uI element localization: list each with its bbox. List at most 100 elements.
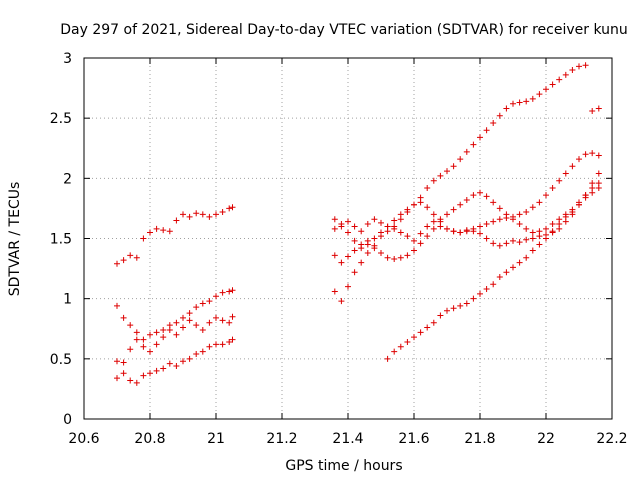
data-point-s6 [543, 192, 549, 199]
data-point-s5 [549, 81, 556, 88]
data-point-s1 [226, 205, 233, 212]
x-tick-label: 21.4 [332, 431, 363, 447]
data-point-s2 [229, 287, 236, 294]
data-point-s3 [193, 322, 200, 329]
data-point-s4 [153, 367, 160, 374]
data-point-s6 [523, 209, 530, 216]
data-point-s3 [166, 326, 173, 333]
data-point-s5 [510, 100, 516, 107]
data-point-s4 [140, 372, 147, 379]
data-point-s7 [345, 253, 351, 260]
data-point-s5 [562, 71, 569, 78]
data-point-s5 [430, 177, 437, 184]
x-tick-label: 21 [207, 431, 225, 447]
data-point-s1 [193, 210, 200, 217]
data-point-s8 [430, 218, 437, 225]
data-point-s5 [444, 168, 450, 175]
data-point-s5 [470, 141, 477, 148]
data-point-s9 [483, 286, 490, 293]
data-point-s8 [444, 211, 450, 218]
data-point-s9 [556, 221, 563, 228]
data-point-s7 [529, 235, 536, 242]
data-point-s6 [529, 204, 536, 211]
data-point-s5 [576, 63, 582, 70]
data-point-s6 [549, 184, 556, 191]
data-point-s2 [219, 289, 226, 296]
x-tick-label: 22 [537, 431, 555, 447]
data-point-s1 [127, 252, 134, 259]
data-point-s7 [384, 254, 391, 261]
data-point-s9 [529, 247, 536, 254]
data-point-s5 [496, 112, 503, 119]
data-point-s8 [543, 225, 549, 232]
data-point-s7 [430, 225, 437, 232]
data-point-s6 [589, 150, 596, 157]
data-point-s7 [378, 249, 384, 256]
y-tick-label: 1 [63, 292, 72, 308]
data-point-s6 [582, 151, 589, 158]
data-point-s8 [490, 199, 497, 206]
data-point-s6 [345, 229, 351, 236]
data-point-s9 [450, 305, 457, 312]
data-point-s9 [503, 269, 510, 276]
data-point-s3 [180, 324, 186, 331]
data-point-s5 [490, 119, 497, 126]
x-tick-label: 21.8 [464, 431, 495, 447]
data-point-s4 [219, 341, 226, 348]
data-point-s5 [331, 288, 338, 295]
data-point-s7 [510, 237, 516, 244]
data-point-s2 [147, 331, 153, 338]
data-point-s7 [397, 254, 404, 261]
data-point-s8 [477, 189, 483, 196]
data-point-s3 [173, 331, 180, 338]
data-point-s4 [193, 351, 200, 358]
data-point-s1 [229, 204, 236, 211]
data-point-s8 [345, 218, 351, 225]
data-point-s9 [496, 274, 503, 281]
data-point-s2 [206, 298, 213, 305]
data-point-s2 [153, 329, 160, 336]
data-point-s1 [140, 235, 147, 242]
data-point-s9 [490, 281, 497, 288]
data-point-s6 [417, 199, 424, 206]
data-point-s8 [404, 233, 411, 240]
data-point-s6 [483, 221, 490, 228]
data-point-s9 [516, 259, 523, 266]
data-point-s2 [199, 300, 206, 307]
data-point-s4 [226, 338, 233, 345]
data-point-s9 [397, 343, 404, 350]
data-point-s7 [371, 245, 378, 252]
data-point-s4 [173, 363, 180, 370]
data-point-s2 [127, 322, 134, 329]
data-point-s5 [503, 105, 510, 112]
data-point-s6 [331, 216, 338, 223]
axis-ticks: 20.6 20.8 21 21.2 21.4 21.6 21.8 22 22.2 0 0.5 1 1.5… [50, 51, 628, 447]
data-point-s8 [397, 229, 404, 236]
data-point-s8 [510, 216, 516, 223]
data-point-s5 [556, 76, 563, 83]
x-tick-label: 20.8 [134, 431, 165, 447]
data-point-s1 [173, 217, 180, 224]
data-point-s5 [437, 172, 444, 179]
y-tick-label: 3 [63, 51, 72, 67]
data-point-s1 [206, 213, 213, 220]
data-point-s5 [523, 98, 530, 105]
data-point-s5 [338, 298, 345, 305]
data-point-s4 [186, 355, 193, 362]
data-point-s6 [397, 211, 404, 218]
data-point-s2 [133, 329, 140, 336]
data-point-s5 [529, 95, 536, 102]
data-point-s8 [358, 228, 365, 235]
data-point-s5 [450, 163, 457, 170]
data-point-s2 [173, 319, 180, 326]
data-point-s7 [457, 229, 464, 236]
data-point-s3 [127, 346, 134, 353]
data-point-s4 [120, 370, 127, 377]
data-point-s8 [437, 216, 444, 223]
data-point-s4 [166, 360, 173, 367]
data-point-s8 [503, 211, 510, 218]
data-point-s3 [140, 343, 147, 350]
data-point-s6 [430, 211, 437, 218]
data-point-s9 [391, 348, 398, 355]
